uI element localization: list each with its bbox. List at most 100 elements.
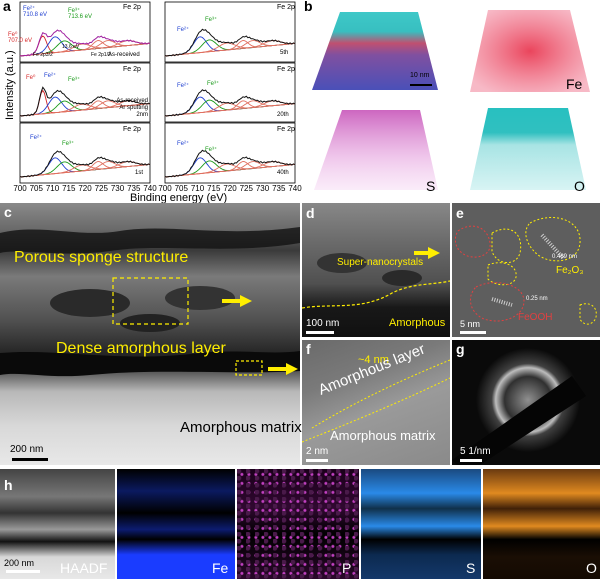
panel-c-scale-text: 200 nm: [10, 444, 44, 455]
apt-o-map: [470, 108, 586, 190]
amorphous-matrix-label: Amorphous matrix: [180, 419, 302, 436]
right-xps-envelope-2: [164, 89, 296, 117]
porous-sponge-label: Porous sponge structure: [14, 249, 189, 266]
panel-c-tem-image: [0, 203, 300, 465]
right-xps-envelope-3: [164, 149, 296, 178]
panel-h-s-map: [361, 469, 481, 579]
apt-s-map: [314, 110, 438, 190]
map-p-label: P: [342, 560, 352, 576]
panel-c-label: c: [4, 204, 12, 220]
xps-left-1-p32: Fe 2p3/2: [33, 52, 53, 58]
left-xps-frame-3: [19, 122, 151, 184]
d-spacing-0489-label: 0.489 nm: [552, 254, 578, 260]
panel-h-p-map: [237, 469, 359, 579]
amorphous-label-d: Amorphous: [389, 317, 446, 329]
xps-right-2-fe3-label: Fe³⁺: [207, 81, 220, 87]
xps-left-3-fe3-label: Fe³⁺: [62, 141, 75, 147]
amorphous-matrix-label-f: Amorphous matrix: [330, 428, 436, 443]
right-xtick-735: 735: [272, 184, 286, 193]
xps-left-1-p12: Fe 2p1/2: [91, 52, 111, 58]
xps-left-1-fe0-label: Fe⁰ 707.0 eV: [8, 32, 33, 44]
apt-fe-map: [470, 10, 590, 92]
fe2o3-label: Fe₂O₃: [556, 265, 584, 276]
right-xtick-720: 720: [223, 184, 237, 193]
panel-d-tem-image: [302, 203, 450, 337]
left-xtick-720: 720: [78, 184, 92, 193]
xps-left-2-fe0-label: Fe⁰: [26, 75, 36, 81]
right-xtick-700: 700: [158, 184, 172, 193]
xps-right-1-note: 5th: [280, 50, 289, 56]
map-fe-label: Fe: [212, 560, 229, 576]
panel-a-xps-plots: [19, 1, 296, 184]
left-xps-peak-3-6: [19, 161, 151, 178]
panel-h-scale-text: 200 nm: [4, 558, 35, 568]
xps-left-1-title: Fe 2p: [123, 4, 141, 11]
right-xps-frame-3: [164, 122, 296, 184]
panel-e-label: e: [456, 205, 464, 221]
left-xtick-700: 700: [13, 184, 27, 193]
panel-h-haadf-map: [0, 469, 115, 579]
xps-right-1-fe3-label: Fe³⁺: [205, 17, 218, 23]
panel-e-hrtem-image: [452, 203, 600, 337]
map-o-label: O: [586, 560, 597, 576]
right-xtick-725: 725: [239, 184, 253, 193]
xps-left-2-note: As-received Ar sputting 2nm: [116, 98, 148, 118]
apt-s-label: S: [426, 178, 436, 194]
left-xtick-705: 705: [29, 184, 43, 193]
panel-b-apt-maps: [312, 10, 590, 190]
left-xtick-730: 730: [110, 184, 125, 193]
panel-h-label: h: [4, 477, 13, 493]
right-xtick-730: 730: [255, 184, 270, 193]
xps-left-1-split: 13.6 eV: [62, 44, 80, 50]
apt-all-elements-map: [312, 12, 438, 90]
panel-f-scale-bar: [306, 459, 328, 462]
xps-left-1-fe2-label: Fe²⁺ 710.8 eV: [23, 6, 48, 18]
panel-f-scale-text: 2 nm: [306, 446, 329, 457]
left-xtick-710: 710: [45, 184, 60, 193]
xps-left-2-title: Fe 2p: [123, 66, 141, 73]
xps-right-2-fe2-label: Fe²⁺: [177, 83, 190, 89]
panel-e-scale-text: 5 nm: [460, 319, 481, 329]
xps-left-3-title: Fe 2p: [123, 126, 141, 133]
right-xtick-705: 705: [174, 184, 188, 193]
right-xtick-715: 715: [207, 184, 221, 193]
xps-left-1-fe3-label: Fe³⁺ 713.6 eV: [68, 8, 93, 20]
xps-right-1-fe2-label: Fe²⁺: [177, 27, 190, 33]
right-xtick-710: 710: [190, 184, 205, 193]
xps-right-3-fe2-label: Fe²⁺: [177, 141, 190, 147]
panel-g-label: g: [456, 341, 465, 357]
panel-a-xlabel: Binding energy (eV): [130, 192, 228, 204]
left-xps-envelope-2: [19, 86, 151, 117]
xps-right-3-title: Fe 2p: [277, 126, 295, 133]
xps-left-1-note: As-received: [108, 52, 140, 58]
right-xps-frame-2: [164, 62, 296, 123]
panel-a-label: a: [3, 0, 11, 14]
apt-o-label: O: [574, 178, 585, 194]
d-spacing-025-label: 0.25 nm: [526, 296, 548, 302]
xps-left-2-fe2-label: Fe²⁺: [44, 73, 57, 79]
left-xps-frame-1: [19, 1, 151, 63]
panel-h-fe-map: [117, 469, 235, 579]
xps-left-3-fe2-label: Fe²⁺: [30, 135, 43, 141]
xps-right-3-fe3-label: Fe³⁺: [205, 147, 218, 153]
panel-b-scale-text: 10 nm: [410, 72, 430, 79]
super-nanocrystals-label: Super-nanocrystals: [337, 257, 424, 268]
panel-h-o-map: [483, 469, 600, 579]
panel-d-label: d: [306, 205, 315, 221]
left-xtick-735: 735: [127, 184, 141, 193]
layer-thickness-label: ~4 nm: [358, 354, 389, 366]
apt-fe-label: Fe: [566, 76, 583, 92]
panel-f-hrtem-image: [302, 340, 450, 465]
xps-right-3-note: 40th: [277, 170, 289, 176]
xps-right-1-title: Fe 2p: [277, 4, 295, 11]
xps-right-2-note: 20th: [277, 112, 289, 118]
left-xps-envelope-3: [19, 150, 151, 178]
map-haadf-label: HAADF: [60, 560, 108, 576]
right-xps-frame-1: [164, 1, 296, 63]
panel-h-scale-bar: [6, 570, 40, 573]
left-xps-frame-2: [19, 62, 151, 123]
right-xps-envelope-1: [164, 28, 296, 57]
left-xps-envelope-1: [19, 29, 151, 57]
panel-f-label: f: [306, 341, 311, 357]
panel-g-scale-text: 5 1/nm: [460, 446, 491, 457]
